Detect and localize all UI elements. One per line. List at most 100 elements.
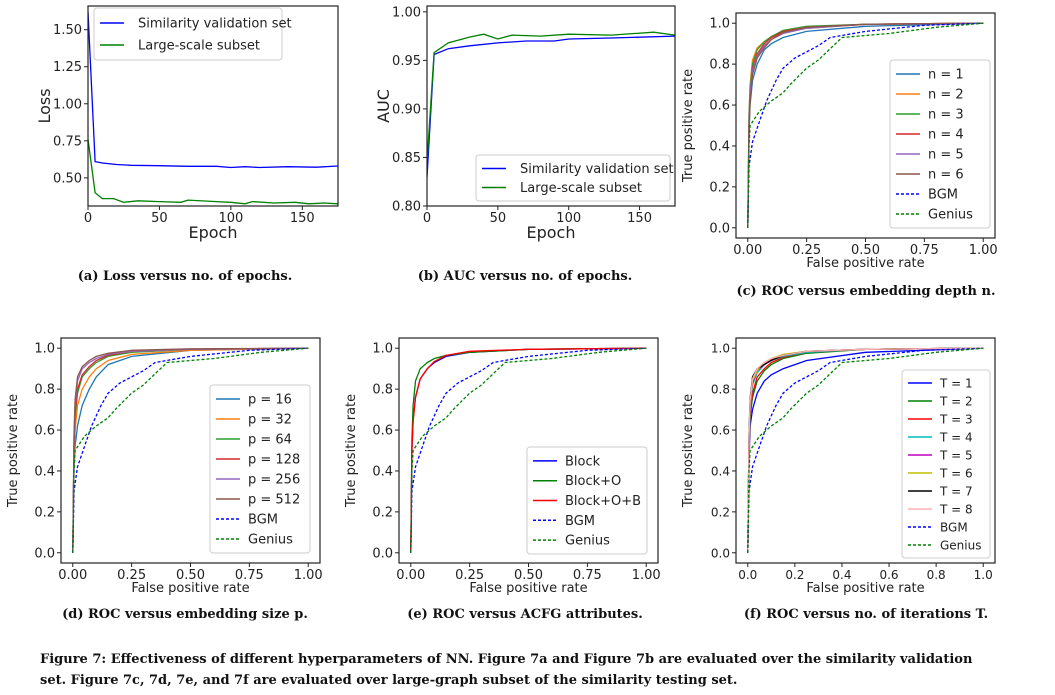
series-line-bgm (747, 347, 984, 553)
x-axis-label: Epoch (527, 223, 576, 242)
series-line-large-scale-subset (427, 31, 675, 163)
y-tick-label: 0.75 (53, 134, 82, 149)
y-tick-label: 0.8 (34, 383, 55, 398)
x-axis-label: False positive rate (469, 581, 587, 596)
x-tick-label: 0 (84, 211, 92, 226)
x-tick-label: 0.50 (176, 568, 205, 583)
legend-label: T = 8 (939, 503, 973, 517)
y-tick-label: 0.4 (372, 464, 393, 479)
series-line-block-o (410, 347, 647, 553)
legend-label: BGM (248, 513, 278, 528)
x-axis-label: Epoch (189, 223, 238, 242)
chart-d: 0.00 0.25 0.50 0.75 1.00 0.0 0.2 0.4 0.6 0.8 1.0 Fa… (6, 337, 323, 596)
y-tick-label: 0.6 (372, 424, 393, 439)
legend-label: T = 7 (939, 485, 973, 499)
x-tick-label: 0.00 (396, 568, 425, 583)
y-tick-label: 0.2 (711, 505, 730, 519)
legend-label: T = 1 (939, 377, 973, 391)
x-tick-label: 0.75 (235, 568, 264, 583)
legend-label: BGM (940, 521, 968, 535)
y-tick-label: 1.00 (392, 5, 421, 20)
series-line-p-512 (72, 347, 309, 553)
x-tick-label: 0.75 (573, 568, 602, 583)
legend-label: n = 4 (928, 128, 964, 143)
y-tick-label: 0.4 (711, 464, 730, 478)
legend-label: p = 32 (248, 413, 292, 428)
x-tick-label: 0.6 (879, 568, 898, 582)
legend-label: n = 3 (928, 108, 964, 123)
x-tick-label: 0.00 (58, 568, 87, 583)
x-tick-label: 100 (218, 211, 243, 226)
legend-label: n = 2 (928, 88, 964, 103)
y-tick-label: 0.2 (709, 180, 730, 195)
x-tick-label: 0.4 (832, 568, 851, 582)
legend-box (475, 154, 671, 202)
series-line-genius (747, 22, 984, 228)
caption-a: (a) Loss versus no. of epochs. (77, 269, 293, 284)
y-tick-label: 0.8 (709, 58, 730, 73)
legend-label: T = 4 (939, 431, 973, 445)
legend-label: n = 5 (928, 148, 964, 163)
y-tick-label: 0.95 (392, 54, 421, 69)
x-tick-label: 0.75 (910, 243, 939, 258)
y-tick-label: 0.85 (392, 151, 421, 166)
legend: Similarity validation set Large-scale sub… (93, 7, 292, 61)
y-tick-label: 1.0 (709, 17, 730, 32)
series-line-genius (410, 347, 647, 553)
legend-box (93, 7, 283, 61)
x-axis-label: False positive rate (806, 581, 924, 596)
legend-label: p = 16 (248, 393, 292, 408)
legend: Block Block+O Block+O+B BGM Genius (526, 446, 648, 555)
legend-label: Genius (928, 208, 973, 223)
legend: Similarity validation set Large-scale sub… (475, 154, 674, 202)
series-line-genius (747, 347, 984, 553)
y-tick-label: 0.6 (711, 424, 730, 438)
y-tick-label: 1.0 (711, 342, 730, 356)
figure-caption-line1: Figure 7: Effectiveness of different hyp… (40, 652, 973, 667)
y-tick-label: 1.50 (53, 23, 82, 38)
legend: T = 1 T = 2 T = 3 T = 4 T = 5 T = 6 T = 7 T = 8… (901, 369, 991, 559)
legend-label: Block+O+B (565, 494, 641, 509)
x-axis-label: False positive rate (806, 256, 924, 271)
legend-label: Large-scale subset (520, 181, 642, 196)
plot-frame (87, 5, 339, 207)
x-tick-label: 0 (423, 211, 431, 226)
series-line-large-scale-subset (88, 139, 338, 205)
y-axis-label: True positive rate (681, 394, 696, 508)
y-tick-label: 0.50 (53, 171, 82, 186)
y-axis-label: True positive rate (344, 394, 359, 508)
series-line-similarity-validation-set (427, 35, 675, 177)
y-axis-label: Loss (35, 88, 54, 123)
legend-box (889, 59, 991, 229)
chart-e: 0.00 0.25 0.50 0.75 1.00 0.0 0.2 0.4 0.6 0.8 1.0 Fa… (344, 337, 661, 596)
legend: p = 16 p = 32 p = 64 p = 128 p = 256 p = 512 B… (209, 384, 311, 554)
legend-label: Block+O (565, 474, 621, 489)
legend-label: Block (565, 454, 601, 469)
series-line-bgm (747, 22, 984, 228)
y-tick-label: 0.2 (372, 505, 393, 520)
x-tick-label: 0.25 (117, 568, 146, 583)
legend-label: T = 3 (939, 413, 973, 427)
legend-label: Large-scale subset (138, 39, 260, 54)
x-axis-label: False positive rate (131, 581, 249, 596)
x-tick-label: 1.00 (632, 568, 661, 583)
y-tick-label: 0.80 (392, 200, 421, 215)
series-line-bgm (72, 347, 309, 553)
caption-b: (b) AUC versus no. of epochs. (417, 269, 633, 284)
x-tick-label: 150 (290, 211, 315, 226)
plot-frame (735, 337, 996, 564)
x-tick-label: 0.50 (851, 243, 880, 258)
x-tick-label: 50 (490, 211, 507, 226)
legend: n = 1 n = 2 n = 3 n = 4 n = 5 n = 6 BGM Genius (889, 59, 991, 229)
legend-label: n = 1 (928, 68, 964, 83)
legend-label: BGM (928, 188, 958, 203)
y-axis-label: True positive rate (681, 69, 696, 183)
legend-box (526, 446, 648, 555)
y-axis-label: AUC (374, 89, 393, 123)
series-line-n-6 (747, 22, 984, 228)
legend-label: p = 512 (248, 493, 300, 508)
x-tick-label: 0.0 (738, 568, 757, 582)
x-tick-label: 150 (627, 211, 652, 226)
y-tick-label: 0.8 (711, 383, 730, 397)
